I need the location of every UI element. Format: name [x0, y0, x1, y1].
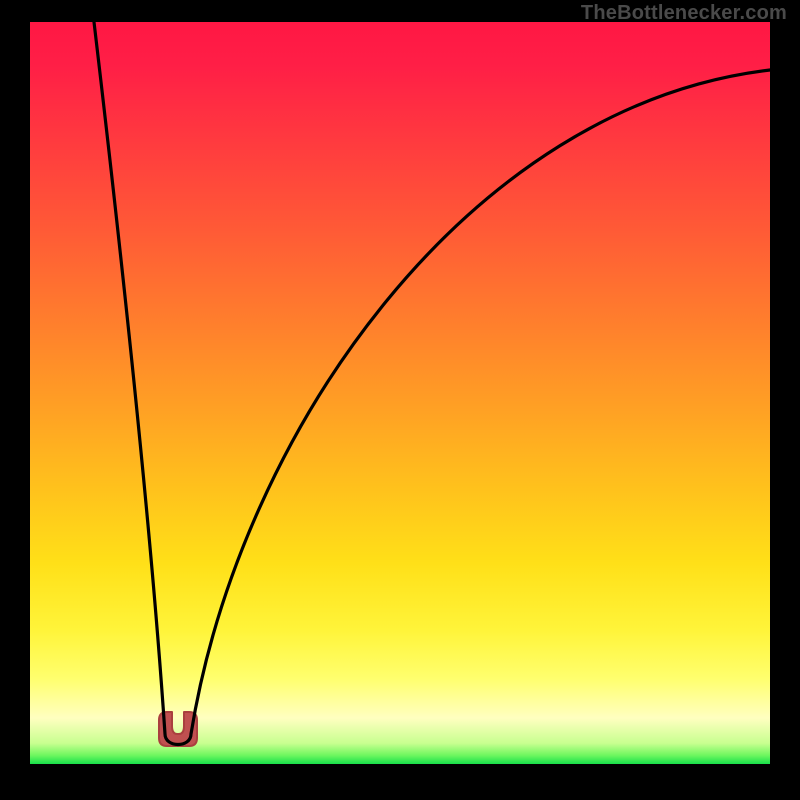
chart-stage: TheBottlenecker.com	[0, 0, 800, 800]
plot-svg	[0, 0, 800, 800]
watermark-text: TheBottlenecker.com	[581, 2, 787, 25]
plot-area	[30, 22, 770, 764]
